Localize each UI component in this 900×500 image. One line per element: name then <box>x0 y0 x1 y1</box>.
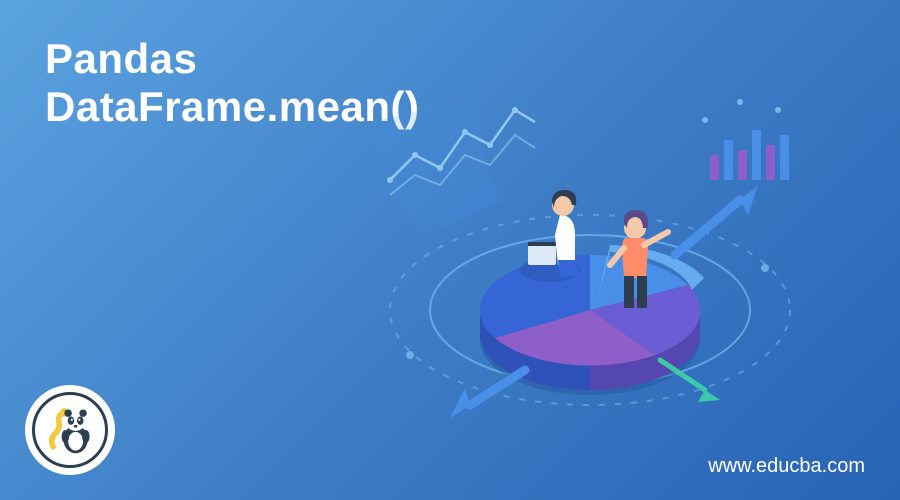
arrow-up-right-icon <box>675 185 758 255</box>
arrow-green-icon <box>660 360 720 402</box>
brand-logo-badge <box>25 385 115 475</box>
python-panda-icon <box>42 402 98 458</box>
analytics-illustration-svg <box>310 60 830 440</box>
person-sitting-icon <box>520 190 580 282</box>
hero-illustration <box>310 60 830 440</box>
banner-root: Pandas DataFrame.mean() <box>0 0 900 500</box>
website-url: www.educba.com <box>708 455 865 478</box>
arrow-down-left-icon <box>450 370 525 418</box>
brand-logo-inner <box>32 392 108 468</box>
bar-chart-icon <box>702 99 789 180</box>
